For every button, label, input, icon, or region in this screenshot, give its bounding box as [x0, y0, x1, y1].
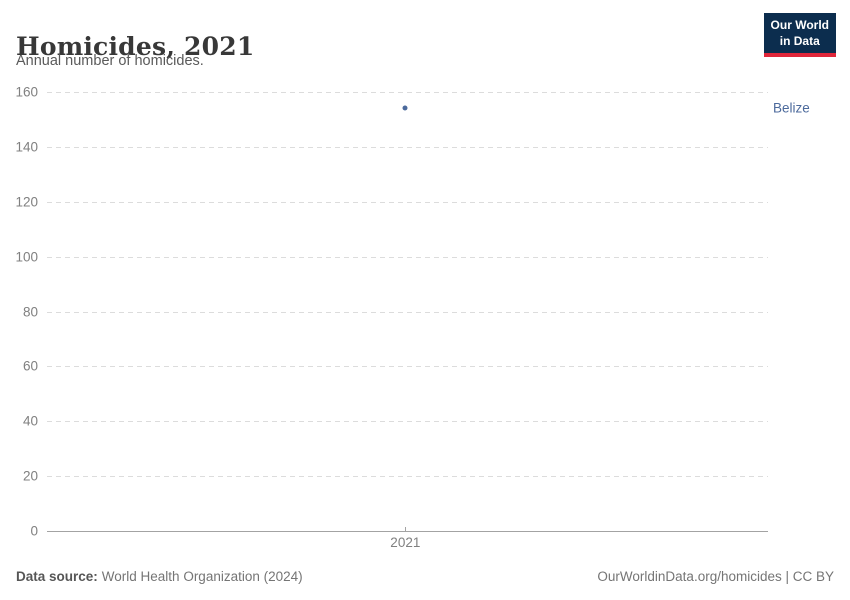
y-tick-label: 120 — [15, 194, 38, 210]
entity-label-belize[interactable]: Belize — [773, 100, 810, 116]
plot-area: 0 20 40 60 80 100 120 140 160 2021 — [15, 85, 768, 550]
owid-logo-line2: in Data — [779, 34, 820, 48]
y-tick-label: 60 — [22, 358, 38, 374]
y-tick-label: 100 — [15, 249, 38, 265]
gridline: 60 — [23, 359, 768, 374]
y-tick-label: 0 — [30, 523, 38, 539]
x-tick-mark — [405, 527, 407, 531]
y-tick-label: 20 — [22, 468, 38, 484]
data-source-value: World Health Organization (2024) — [101, 569, 303, 584]
data-source-note: Data source: World Health Organization (2… — [16, 569, 303, 584]
gridline: 80 — [23, 304, 768, 319]
y-tick-label: 80 — [22, 304, 38, 319]
page-title: Homicides, 2021 — [16, 31, 255, 61]
y-tick-label: 140 — [15, 139, 38, 155]
y-tick-label: 40 — [22, 413, 38, 429]
x-axis-line: 0 — [30, 524, 768, 539]
gridline: 120 — [15, 194, 768, 209]
gridline: 160 — [15, 85, 768, 100]
owid-logo[interactable]: Our World in Data — [763, 13, 836, 57]
x-tick-label: 2021 — [390, 535, 421, 550]
data-source-label: Data source: — [16, 569, 98, 584]
gridline: 100 — [15, 249, 768, 264]
gridline: 20 — [23, 469, 768, 484]
license-link[interactable]: OurWorldinData.org/homicides | CC BY — [597, 569, 834, 584]
data-point-belize[interactable] — [402, 105, 408, 111]
gridline: 40 — [23, 414, 768, 429]
y-tick-label: 160 — [15, 84, 38, 100]
owid-logo-line1: Our World — [770, 18, 829, 32]
gridline: 140 — [15, 139, 768, 154]
chart-subtitle: Annual number of homicides. — [16, 53, 204, 69]
chart-footer: Data source: World Health Organization (2… — [16, 569, 834, 584]
